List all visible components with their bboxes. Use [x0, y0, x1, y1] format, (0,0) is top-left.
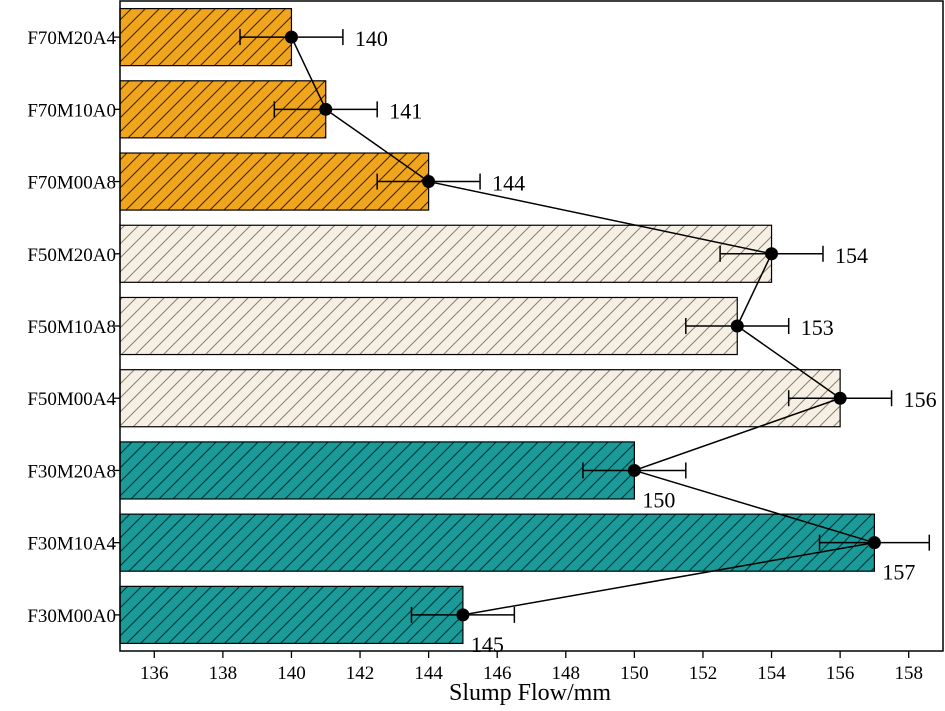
y-category-label: F50M00A4 — [27, 389, 116, 410]
marker-F70M00A8 — [422, 175, 436, 189]
bar-F50M10A8 — [119, 296, 738, 356]
marker-F70M20A4 — [284, 30, 298, 44]
y-category-label: F30M20A8 — [27, 461, 116, 482]
y-category-label: F50M20A0 — [27, 245, 116, 266]
y-category-label: F70M10A0 — [27, 100, 116, 121]
x-tick-label-142: 142 — [346, 663, 375, 684]
bar-F30M00A0 — [119, 585, 464, 645]
value-label-F50M20A0: 154 — [835, 243, 868, 268]
x-tick-label-158: 158 — [894, 663, 923, 684]
marker-F50M20A0 — [765, 247, 779, 261]
y-category-label: F50M10A8 — [27, 317, 116, 338]
value-label-F30M10A4: 157 — [882, 560, 915, 585]
x-tick-label-140: 140 — [277, 663, 306, 684]
value-label-F30M20A8: 150 — [642, 487, 675, 512]
value-label-F50M10A8: 153 — [801, 315, 834, 340]
value-label-F50M00A4: 156 — [904, 387, 937, 412]
marker-F50M00A4 — [833, 391, 847, 405]
marker-F70M10A0 — [319, 102, 333, 116]
x-tick-label-146: 146 — [483, 663, 512, 684]
bar-F30M10A4 — [119, 513, 876, 572]
x-axis-title: Slump Flow/mm — [449, 680, 611, 706]
y-category-label: F30M00A0 — [27, 606, 116, 627]
marker-F30M20A8 — [627, 463, 641, 477]
value-label-F70M10A0: 141 — [389, 98, 422, 123]
marker-F30M10A4 — [867, 536, 881, 550]
x-tick-label-152: 152 — [689, 663, 718, 684]
bar-F50M00A4 — [119, 369, 841, 428]
x-tick-label-148: 148 — [552, 663, 581, 684]
marker-F50M10A8 — [730, 319, 744, 333]
x-tick-label-156: 156 — [826, 663, 855, 684]
value-label-F30M00A0: 145 — [471, 632, 504, 657]
y-category-label: F70M00A8 — [27, 173, 116, 194]
y-category-label: F70M20A4 — [27, 28, 116, 49]
x-tick-label-154: 154 — [757, 663, 786, 684]
x-tick-label-138: 138 — [209, 663, 238, 684]
y-category-label: F30M10A4 — [27, 534, 116, 555]
value-label-F70M00A8: 144 — [492, 171, 525, 196]
bar-F50M20A0 — [119, 224, 773, 283]
x-tick-label-144: 144 — [414, 663, 443, 684]
x-tick-label-136: 136 — [140, 663, 169, 684]
x-tick-label-150: 150 — [620, 663, 649, 684]
value-label-F70M20A4: 140 — [355, 26, 388, 51]
marker-F30M00A0 — [456, 608, 470, 622]
bar-F30M20A8 — [119, 441, 635, 500]
